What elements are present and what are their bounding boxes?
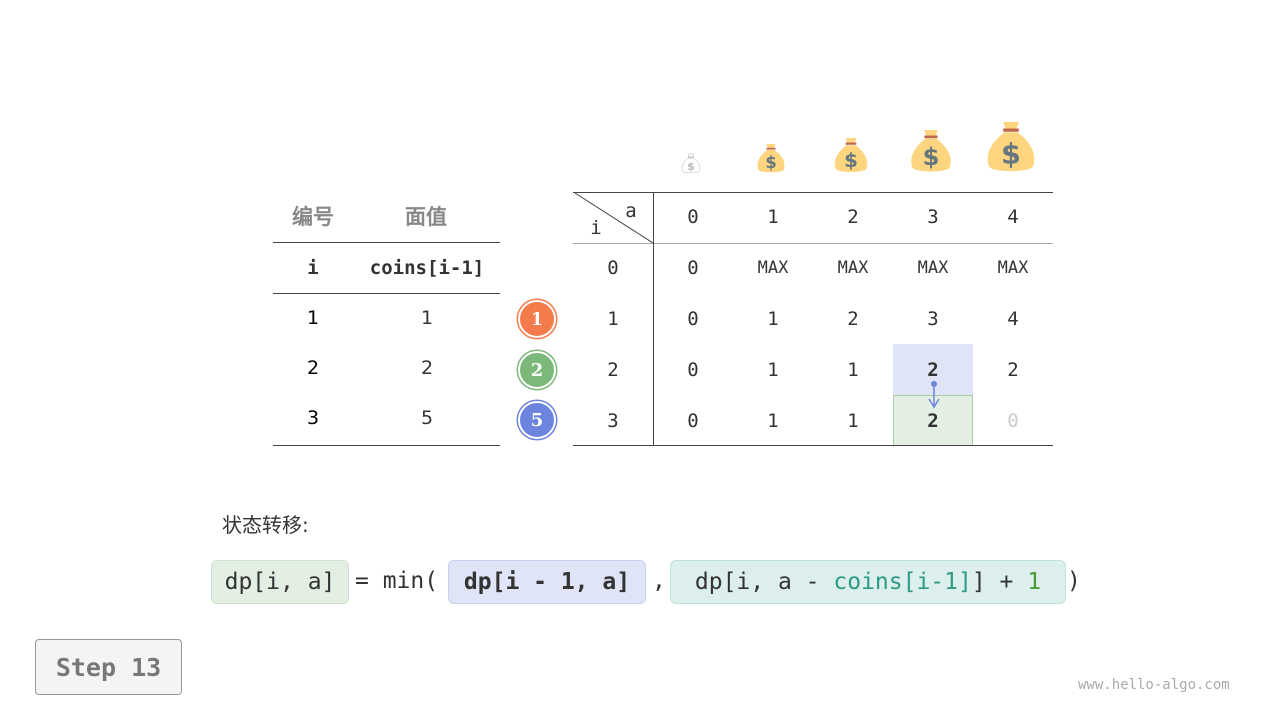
svg-text:$: $ — [844, 149, 858, 172]
row-label: 3 — [607, 410, 619, 432]
money-bag-icon: $ — [909, 126, 953, 178]
dp-cell: 4 — [1007, 308, 1019, 330]
dp-cell: 1 — [847, 359, 859, 381]
divider — [273, 293, 500, 294]
row-id: 3 — [306, 407, 320, 429]
svg-text:$: $ — [687, 160, 695, 173]
step-button[interactable]: Step 13 — [35, 639, 182, 695]
dp-cell: 0 — [687, 410, 699, 432]
coin-badge-1: 1 — [518, 300, 556, 338]
row-label: 0 — [607, 257, 619, 279]
term2-one: 1 — [1027, 569, 1042, 595]
dp-cell: 3 — [927, 308, 939, 330]
term2-a: dp[i, a - — [694, 569, 834, 595]
dp-cell: 1 — [767, 359, 779, 381]
dp-cell: MAX — [757, 258, 789, 278]
divider — [273, 445, 500, 446]
corner-diagonal — [574, 192, 653, 243]
dp-cell: MAX — [837, 258, 869, 278]
dp-cell: 2 — [847, 308, 859, 330]
formula-comma: , — [652, 568, 666, 594]
svg-text:$: $ — [765, 153, 776, 172]
row-value: 1 — [420, 307, 434, 329]
row-value: 5 — [420, 407, 434, 429]
column-header: 0 — [687, 206, 699, 228]
dp-cell: 1 — [767, 308, 779, 330]
divider — [273, 242, 500, 243]
formula-eq: = min( — [355, 568, 439, 594]
row-label: 1 — [607, 308, 619, 330]
money-bag-icon: $ — [756, 141, 786, 178]
column-header: 3 — [927, 206, 939, 228]
dp-cell: 2 — [927, 410, 939, 432]
target-cell-highlight — [893, 395, 973, 446]
column-header: 2 — [847, 206, 859, 228]
watermark: www.hello-algo.com — [1078, 677, 1230, 693]
arrow-down-icon — [928, 381, 940, 409]
formula-lhs: dp[i, a] — [211, 560, 349, 604]
formula-term1: dp[i - 1, a] — [448, 560, 646, 604]
money-bag-icon: $ — [985, 117, 1037, 178]
dp-cell: MAX — [917, 258, 949, 278]
dp-cell: MAX — [997, 258, 1029, 278]
dp-cell: 0 — [1007, 410, 1019, 432]
vertical-divider — [653, 192, 654, 446]
coin-badge-2: 2 — [518, 351, 556, 389]
divider — [573, 243, 1053, 244]
column-header: 4 — [1007, 206, 1019, 228]
svg-text:$: $ — [923, 143, 940, 171]
header-value: 面值 — [405, 205, 447, 229]
coin-badge-5: 5 — [518, 401, 556, 439]
formula-close: ) — [1067, 568, 1081, 594]
row-label: 2 — [607, 359, 619, 381]
formula-term2: dp[i, a - coins[i-1]] + 1 — [670, 560, 1066, 604]
money-bag-icon: $ — [833, 134, 869, 178]
term2-coins: coins[i-1] — [833, 569, 972, 595]
dp-cell: 0 — [687, 359, 699, 381]
subheader-coins: coins[i-1] — [369, 257, 485, 279]
dp-cell: 1 — [767, 410, 779, 432]
money-bag-icon: $ — [681, 152, 701, 178]
svg-text:$: $ — [1001, 137, 1021, 171]
header-id: 编号 — [292, 205, 334, 229]
dp-cell: 2 — [927, 359, 939, 381]
row-id: 1 — [306, 307, 320, 329]
row-value: 2 — [420, 357, 434, 379]
transition-label: 状态转移: — [222, 513, 309, 537]
dp-cell: 0 — [687, 257, 699, 279]
dp-cell: 1 — [847, 410, 859, 432]
column-header: 1 — [767, 206, 779, 228]
term2-c: ] + — [971, 569, 1028, 595]
dp-cell: 2 — [1007, 359, 1019, 381]
row-id: 2 — [306, 357, 320, 379]
divider — [573, 192, 1053, 193]
divider — [573, 445, 1053, 446]
corner-a-label: a — [625, 200, 637, 222]
corner-i-label: i — [590, 217, 602, 239]
dp-cell: 0 — [687, 308, 699, 330]
subheader-i: i — [307, 257, 319, 279]
